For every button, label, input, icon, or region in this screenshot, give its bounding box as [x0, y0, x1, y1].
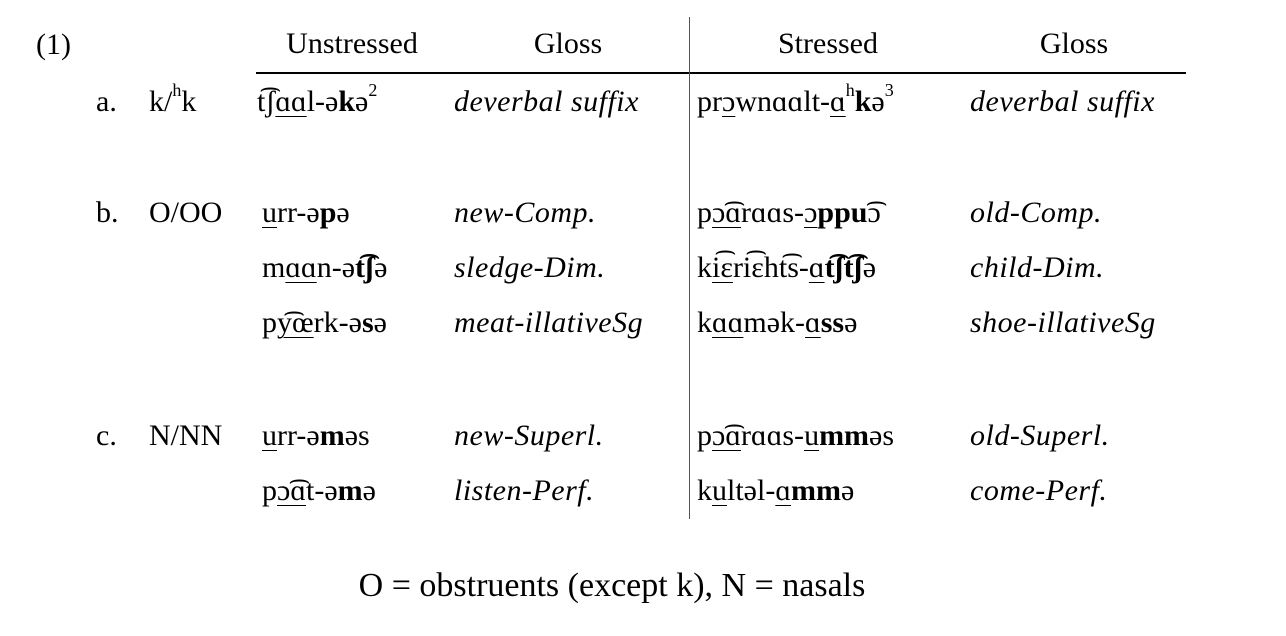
column-divider — [689, 17, 690, 519]
stressed-form: prɔwnɑɑlt-ɑhkə3 — [697, 80, 894, 118]
gloss-left: new-Comp. — [454, 196, 596, 229]
row-category: k/hk — [149, 80, 197, 118]
row-label: a. — [96, 85, 117, 118]
gloss-left: listen-Perf. — [454, 474, 595, 507]
footnote: O = obstruents (except k), N = nasals — [358, 567, 866, 604]
unstressed-form: t͡ʃɑɑl-əkə2 — [257, 80, 378, 118]
gloss-right: child-Dim. — [970, 251, 1105, 284]
row-category: N/NN — [149, 419, 223, 452]
header-unstressed: Unstressed — [286, 27, 418, 60]
stressed-form: ki͡ɛri͡ɛht͡s-ɑt͡ʃt͡ʃə — [697, 251, 877, 284]
gloss-right: shoe-illativeSg — [970, 306, 1156, 339]
header-stressed: Stressed — [778, 27, 878, 60]
row-label: c. — [96, 419, 117, 452]
gloss-left: deverbal suffix — [454, 85, 639, 118]
gloss-left: new-Superl. — [454, 419, 604, 452]
gloss-right: come-Perf. — [970, 474, 1108, 507]
example-number: (1) — [36, 28, 71, 61]
stressed-form: kultəl-ɑmmə — [697, 474, 855, 507]
gloss-left: sledge-Dim. — [454, 251, 606, 284]
row-label: b. — [96, 196, 119, 229]
header-rule — [256, 72, 1186, 74]
unstressed-form: urr-əpə — [262, 196, 350, 229]
row-category: O/OO — [149, 196, 223, 229]
unstressed-form: mɑɑn-ət͡ʃə — [262, 251, 388, 284]
stressed-form: kɑɑmək-ɑssə — [697, 306, 858, 339]
gloss-right: deverbal suffix — [970, 85, 1155, 118]
unstressed-form: urr-əməs — [262, 419, 370, 452]
stressed-form: pɔ͡ɑrɑɑs-ɔppu͡ɔ — [697, 196, 881, 229]
stressed-form: pɔ͡ɑrɑɑs-umməs — [697, 419, 895, 452]
header-gloss-right: Gloss — [1039, 27, 1109, 60]
header-gloss-left: Gloss — [533, 27, 603, 60]
gloss-right: old-Superl. — [970, 419, 1110, 452]
unstressed-form: py͡œrk-əsə — [262, 306, 387, 339]
gloss-right: old-Comp. — [970, 196, 1102, 229]
gloss-left: meat-illativeSg — [454, 306, 644, 339]
unstressed-form: pɔ͡ɑt-əmə — [262, 474, 376, 507]
